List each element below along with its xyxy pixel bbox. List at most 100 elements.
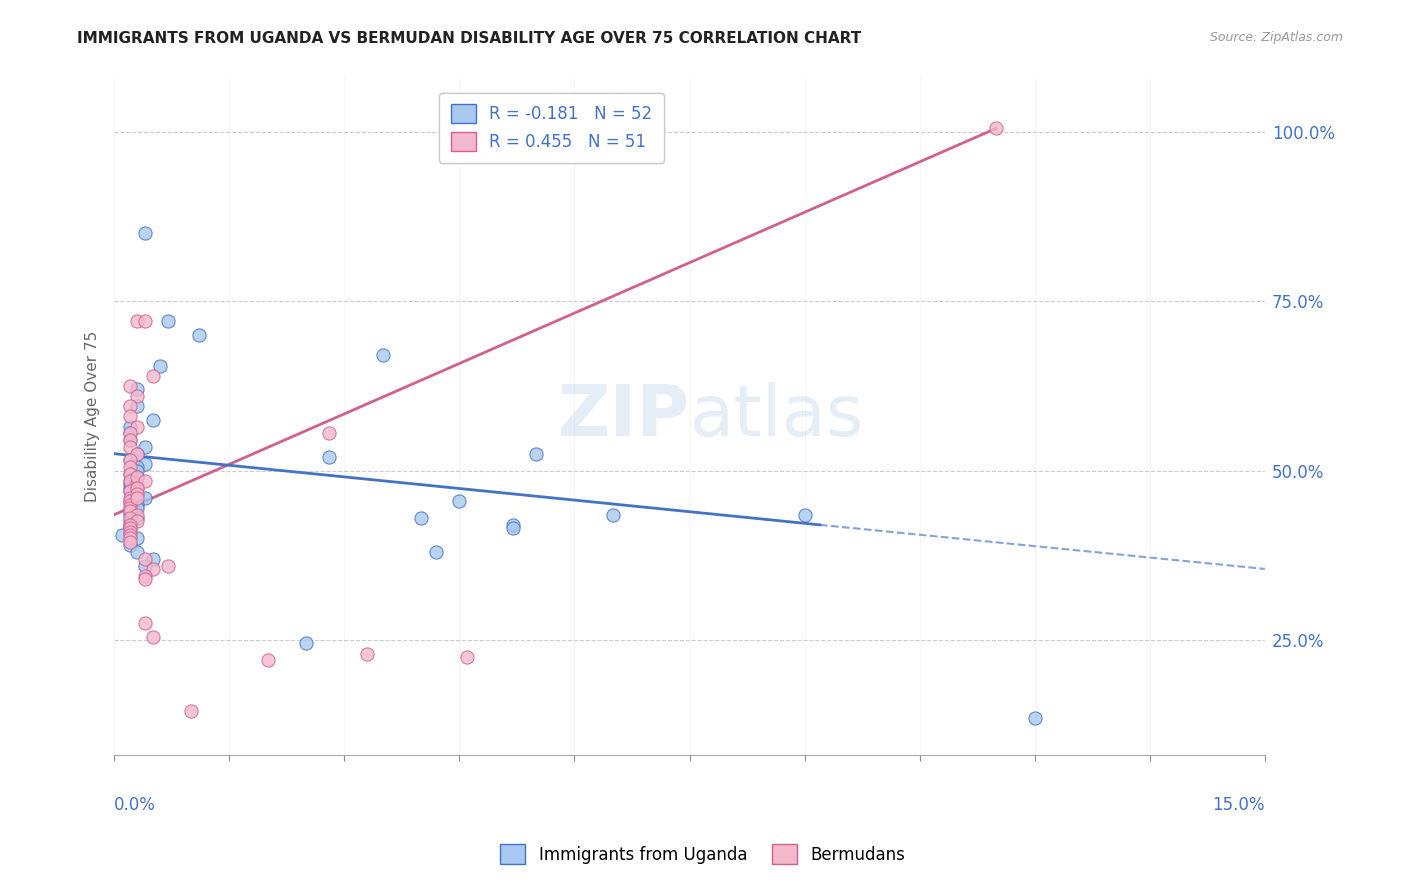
Point [127, 487, 149, 501]
Point [127, 382, 149, 396]
Point [118, 426, 141, 441]
Point [118, 409, 141, 424]
Point [187, 328, 209, 343]
Point [127, 464, 149, 478]
Text: 15.0%: 15.0% [1212, 796, 1265, 814]
Point [141, 630, 163, 644]
Point [127, 500, 149, 515]
Point [134, 491, 156, 505]
Text: IMMIGRANTS FROM UGANDA VS BERMUDAN DISABILITY AGE OVER 75 CORRELATION CHART: IMMIGRANTS FROM UGANDA VS BERMUDAN DISAB… [77, 31, 862, 46]
Point [134, 572, 156, 586]
Point [118, 521, 141, 535]
Point [118, 494, 141, 508]
Point [118, 483, 141, 498]
Point [118, 532, 141, 546]
Point [134, 568, 156, 582]
Point [371, 348, 394, 362]
Text: Source: ZipAtlas.com: Source: ZipAtlas.com [1209, 31, 1343, 45]
Point [1024, 711, 1046, 725]
Point [127, 532, 149, 546]
Point [524, 447, 547, 461]
Point [409, 511, 432, 525]
Point [127, 481, 149, 495]
Point [134, 440, 156, 454]
Legend: R = -0.181   N = 52, R = 0.455   N = 51: R = -0.181 N = 52, R = 0.455 N = 51 [439, 93, 664, 162]
Point [356, 647, 378, 661]
Point [127, 511, 149, 525]
Point [127, 470, 149, 484]
Point [149, 359, 172, 373]
Point [118, 453, 141, 467]
Point [127, 481, 149, 495]
Point [449, 494, 471, 508]
Point [127, 508, 149, 522]
Point [118, 483, 141, 498]
Point [118, 517, 141, 532]
Point [134, 227, 156, 241]
Point [127, 460, 149, 475]
Point [602, 508, 624, 522]
Point [156, 314, 179, 328]
Point [127, 498, 149, 512]
Point [118, 481, 141, 495]
Point [118, 467, 141, 481]
Point [141, 562, 163, 576]
Point [127, 314, 149, 328]
Point [425, 545, 447, 559]
Point [134, 551, 156, 566]
Point [134, 616, 156, 631]
Point [180, 704, 202, 718]
Point [456, 650, 478, 665]
Point [118, 504, 141, 518]
Point [118, 528, 141, 542]
Point [118, 474, 141, 488]
Point [134, 474, 156, 488]
Point [986, 121, 1008, 136]
Point [118, 379, 141, 393]
Point [118, 511, 141, 525]
Point [118, 498, 141, 512]
Point [118, 494, 141, 508]
Point [127, 487, 149, 501]
Point [118, 504, 141, 518]
Point [156, 558, 179, 573]
Point [118, 538, 141, 552]
Point [141, 551, 163, 566]
Point [141, 413, 163, 427]
Point [127, 545, 149, 559]
Point [118, 433, 141, 447]
Legend: Immigrants from Uganda, Bermudans: Immigrants from Uganda, Bermudans [494, 838, 912, 871]
Point [127, 399, 149, 413]
Point [118, 521, 141, 535]
Point [127, 419, 149, 434]
Point [793, 508, 815, 522]
Point [118, 500, 141, 515]
Point [118, 419, 141, 434]
Point [118, 508, 141, 522]
Point [118, 453, 141, 467]
Point [318, 426, 340, 441]
Point [134, 314, 156, 328]
Point [127, 447, 149, 461]
Point [127, 477, 149, 491]
Point [118, 460, 141, 475]
Point [118, 524, 141, 539]
Point [502, 517, 524, 532]
Point [141, 368, 163, 383]
Point [118, 399, 141, 413]
Point [127, 491, 149, 505]
Point [118, 491, 141, 505]
Point [118, 534, 141, 549]
Point [127, 447, 149, 461]
Point [111, 528, 134, 542]
Point [118, 440, 141, 454]
Point [318, 450, 340, 464]
Point [127, 515, 149, 529]
Point [118, 467, 141, 481]
Point [118, 426, 141, 441]
Point [134, 558, 156, 573]
Point [295, 636, 318, 650]
Text: atlas: atlas [689, 382, 863, 450]
Point [118, 477, 141, 491]
Text: ZIP: ZIP [557, 382, 689, 450]
